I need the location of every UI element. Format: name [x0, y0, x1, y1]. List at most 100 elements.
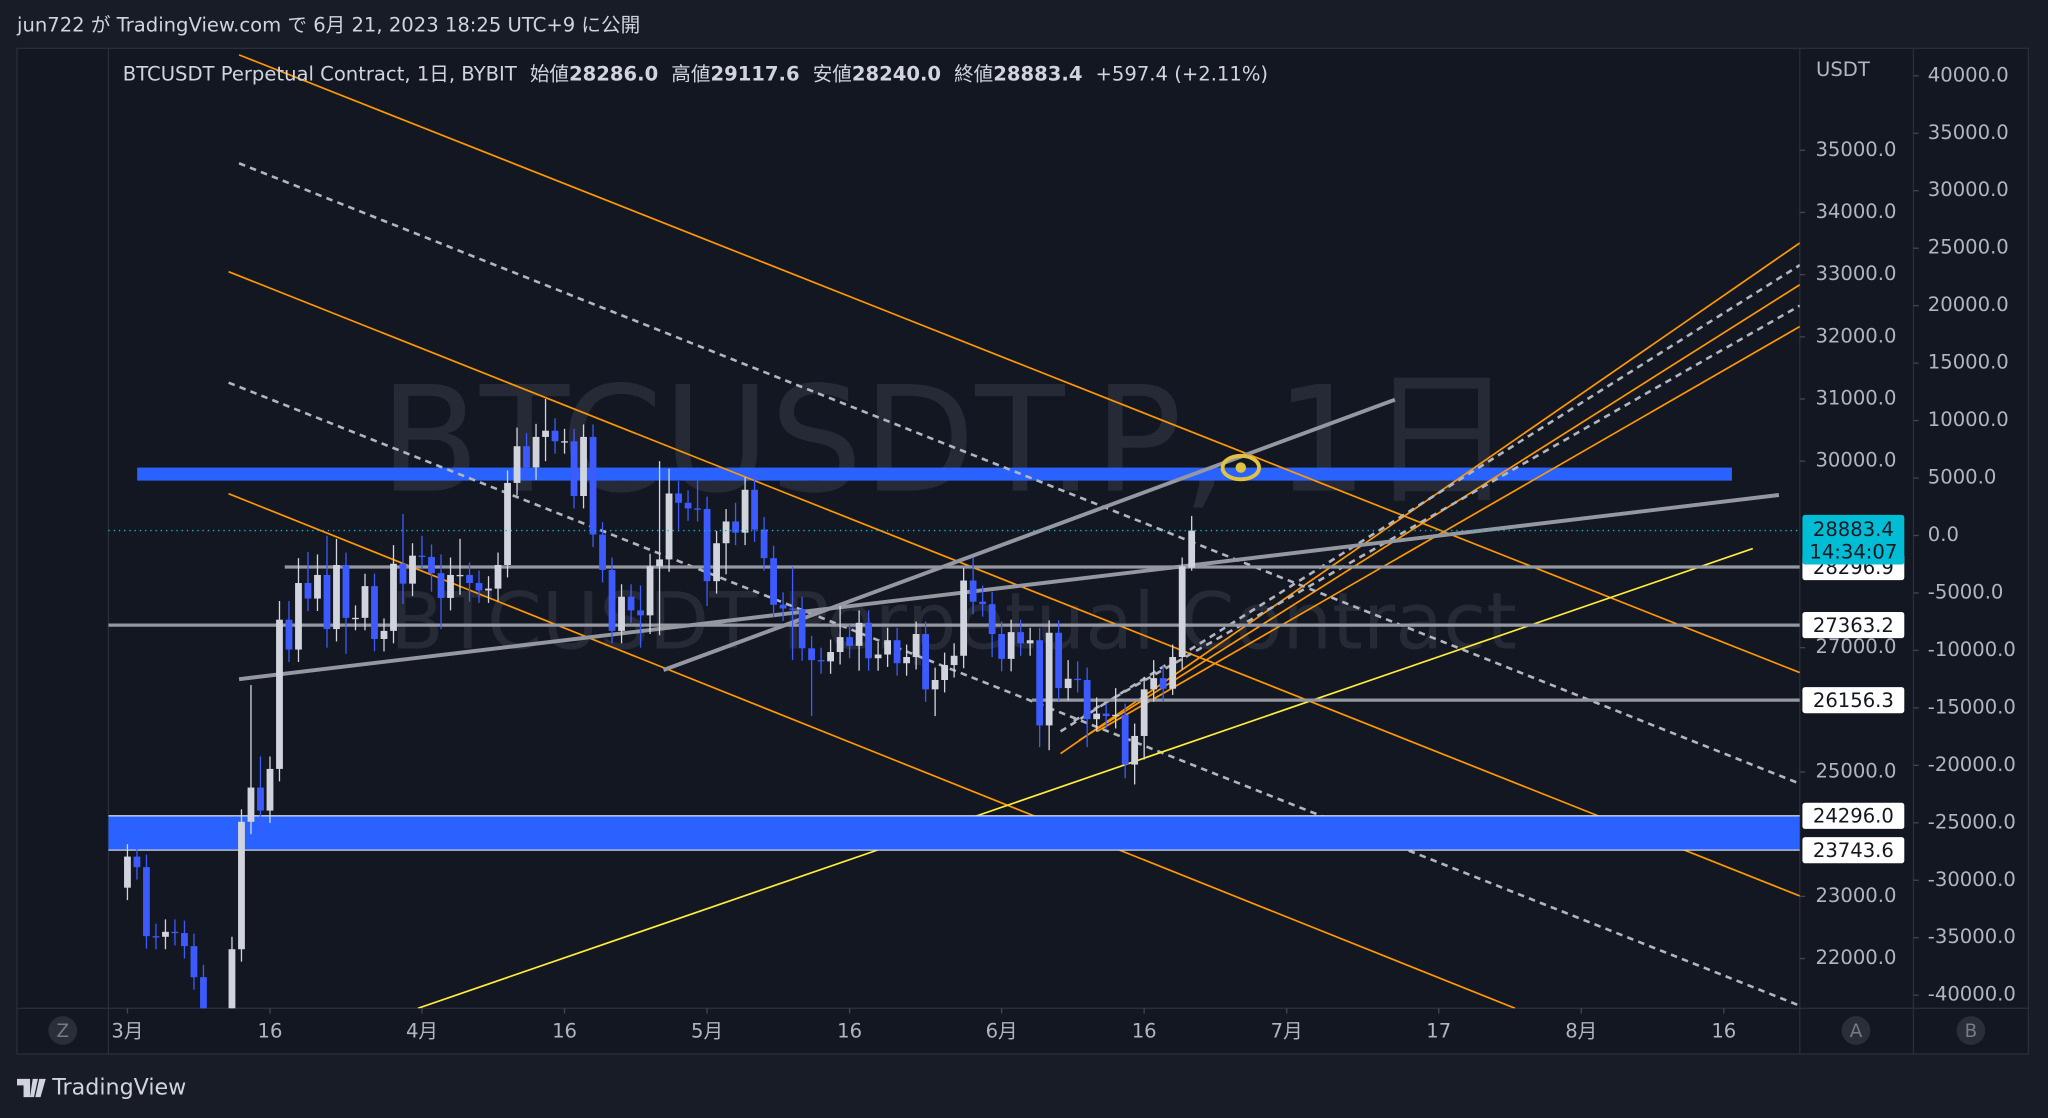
y-tick-label: 23000.0	[1815, 884, 1896, 907]
candle-body	[1074, 678, 1082, 681]
candle-body	[1178, 566, 1186, 658]
candle-body	[323, 574, 331, 630]
eye-icon	[1220, 453, 1262, 482]
legend-label: 高値	[671, 62, 710, 85]
candle-body	[1140, 689, 1148, 736]
y2-tick-label: 0.0	[1928, 523, 1959, 546]
price-label: 23743.6	[1813, 839, 1894, 862]
last-price-label: 28883.4	[1813, 518, 1894, 541]
legend-label: 始値	[530, 62, 569, 85]
y2-tick-label: -10000.0	[1928, 638, 2016, 661]
candle-body	[124, 856, 131, 888]
y-tick-label: 30000.0	[1815, 449, 1896, 472]
trendline	[238, 162, 1800, 785]
x-tick-label: 16	[552, 1019, 577, 1042]
y2-tick-label: 15000.0	[1928, 351, 2009, 374]
chart-frame	[16, 47, 2030, 1055]
button[interactable]	[1956, 1016, 1986, 1045]
candle-body	[903, 657, 911, 664]
candle-body	[1055, 632, 1063, 689]
legend-value: 28286.0	[569, 62, 658, 85]
candle-body	[143, 867, 150, 937]
button-label[interactable]: A	[1850, 1021, 1863, 1042]
trendline	[238, 493, 1780, 682]
candle-body	[998, 634, 1006, 659]
candle-body	[466, 574, 473, 584]
candle-body	[865, 622, 873, 659]
button[interactable]	[48, 1016, 78, 1045]
x-tick-label: 16	[837, 1019, 862, 1042]
x-tick-label: 8月	[1565, 1019, 1597, 1042]
candle-body	[352, 617, 359, 620]
legend-label: 終値	[954, 62, 993, 85]
candle-body	[656, 559, 663, 567]
candle-body	[836, 637, 844, 653]
x-tick-label: 5月	[691, 1019, 723, 1042]
candle-body	[523, 446, 530, 468]
button-label[interactable]: B	[1965, 1021, 1978, 1042]
candle-body	[969, 580, 977, 602]
candle-body	[190, 946, 198, 978]
candle-body	[409, 555, 416, 584]
legend-symbol: BTCUSDT Perpetual Contract, 1日, BYBIT	[123, 62, 518, 85]
x-tick-label: 16	[258, 1019, 283, 1042]
price-label-box	[1802, 687, 1905, 714]
watermark-symbol: BTCUSDT.P, 1日	[380, 356, 1515, 526]
legend-value: 28240.0	[852, 62, 941, 85]
candle-body	[399, 563, 407, 584]
candle-body	[551, 430, 559, 442]
candle-body	[713, 543, 720, 582]
button[interactable]	[1841, 1016, 1871, 1045]
candle-body	[960, 580, 968, 656]
x-tick-label: 17	[1426, 1019, 1451, 1042]
y2-tick-label: 10000.0	[1928, 408, 2009, 431]
candle-body	[1026, 640, 1034, 644]
candle-body	[561, 441, 568, 443]
y2-tick-label: 5000.0	[1928, 466, 1997, 489]
legend-value: 28883.4	[993, 62, 1082, 85]
candle-body	[665, 493, 673, 560]
y2-tick-label: -25000.0	[1928, 810, 2016, 833]
price-label-box	[1802, 802, 1905, 829]
candle-body	[542, 430, 549, 437]
candle-body	[1131, 735, 1139, 765]
publish-info: jun722 が TradingView.com で 6月 21, 2023 1…	[16, 14, 640, 37]
y2-tick-label: -20000.0	[1928, 753, 2016, 776]
x-tick-label: 16	[1132, 1019, 1157, 1042]
price-label-box	[1802, 612, 1905, 639]
candle-body	[1121, 714, 1129, 765]
price-label: 27363.2	[1813, 614, 1894, 637]
candle-body	[751, 489, 758, 530]
candle-body	[817, 660, 825, 662]
candle-body	[589, 436, 597, 535]
x-tick-label: 4月	[406, 1019, 438, 1042]
candle-body	[532, 436, 540, 468]
y-tick-label: 31000.0	[1815, 386, 1896, 409]
candle-body	[133, 856, 141, 868]
last-price-box	[1802, 514, 1905, 565]
candle-body	[884, 640, 892, 655]
candle-body	[437, 573, 445, 598]
candle-body	[1150, 678, 1158, 690]
candle-body	[684, 502, 692, 509]
trendline	[238, 54, 1800, 674]
candle-body	[380, 630, 388, 639]
candle-body	[342, 564, 350, 618]
candle-body	[703, 509, 711, 582]
currency: USDT	[1816, 58, 1871, 81]
y2-tick-label: -40000.0	[1928, 983, 2016, 1006]
x-tick-label: 3月	[111, 1019, 143, 1042]
eye-icon	[1235, 462, 1247, 473]
candle-body	[808, 648, 815, 661]
candle-body	[447, 574, 454, 598]
candle-body	[950, 655, 958, 666]
y2-tick-label: -15000.0	[1928, 695, 2016, 718]
candle-body	[874, 654, 882, 659]
button-label[interactable]: Z	[56, 1021, 69, 1042]
candle-body	[618, 596, 625, 631]
candle-body	[931, 680, 939, 690]
candle-body	[941, 665, 949, 681]
price-label: 24296.0	[1813, 805, 1894, 828]
candle-body	[475, 583, 483, 591]
